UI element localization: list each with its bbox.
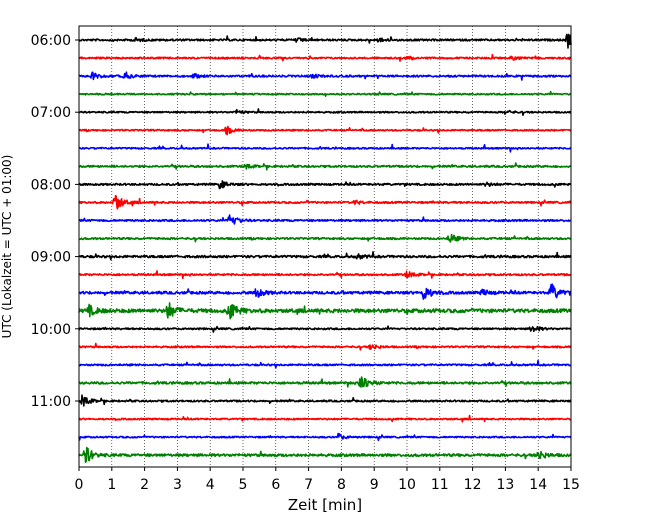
x-tick-label-15: 15 bbox=[562, 477, 580, 493]
trace-1000 bbox=[78, 325, 572, 333]
x-tick-label-10: 10 bbox=[398, 477, 416, 493]
trace-1030 bbox=[78, 359, 572, 369]
x-tick-label-14: 14 bbox=[529, 477, 547, 493]
trace-0645 bbox=[78, 90, 572, 98]
trace-0845 bbox=[78, 233, 572, 243]
trace-0945 bbox=[78, 302, 572, 320]
trace-lines bbox=[78, 33, 572, 464]
plot-frame bbox=[78, 25, 572, 468]
x-tick-label-5: 5 bbox=[239, 477, 248, 493]
trace-1115 bbox=[78, 414, 572, 423]
x-tick-label-11: 11 bbox=[431, 477, 449, 493]
y-tick-label-3: 09:00 bbox=[31, 250, 71, 266]
y-tick-label-0: 06:00 bbox=[31, 33, 71, 49]
trace-0615 bbox=[78, 53, 572, 62]
trace-0930 bbox=[78, 283, 572, 300]
x-tick-label-4: 4 bbox=[206, 477, 215, 493]
x-tick-label-13: 13 bbox=[496, 477, 514, 493]
trace-0830 bbox=[78, 214, 572, 225]
trace-1145 bbox=[78, 446, 572, 464]
y-tick-label-4: 10:00 bbox=[31, 322, 71, 338]
x-tick-label-3: 3 bbox=[173, 477, 182, 493]
y-tick-label-5: 11:00 bbox=[31, 394, 71, 410]
x-axis-ticks: 0 1 2 3 4 5 6 7 8 9 10 11 12 13 14 15 bbox=[75, 467, 580, 493]
trace-1045 bbox=[78, 376, 572, 388]
trace-1100 bbox=[78, 394, 572, 407]
y-tick-label-1: 07:00 bbox=[31, 105, 71, 121]
x-tick-label-12: 12 bbox=[464, 477, 482, 493]
x-tick-label-2: 2 bbox=[140, 477, 149, 493]
trace-0900 bbox=[78, 251, 572, 261]
trace-0800 bbox=[78, 180, 572, 190]
x-tick-label-9: 9 bbox=[370, 477, 379, 493]
y-axis-label: UTC (Lokalzeit = UTC + 01:00) bbox=[0, 155, 14, 339]
trace-0745 bbox=[78, 162, 572, 171]
x-tick-label-0: 0 bbox=[75, 477, 84, 493]
x-tick-label-8: 8 bbox=[337, 477, 346, 493]
trace-0915 bbox=[78, 270, 572, 280]
x-tick-label-7: 7 bbox=[304, 477, 313, 493]
x-tick-label-1: 1 bbox=[107, 477, 116, 493]
trace-0630 bbox=[78, 71, 572, 81]
trace-0815 bbox=[78, 194, 572, 210]
y-axis-ticks: 06:00 07:00 08:00 09:00 10:00 11:00 bbox=[31, 33, 79, 410]
y-tick-label-2: 08:00 bbox=[31, 177, 71, 193]
trace-0700 bbox=[78, 108, 572, 117]
trace-1130 bbox=[78, 432, 572, 442]
trace-0600 bbox=[78, 33, 572, 49]
trace-1015 bbox=[78, 342, 572, 351]
x-axis-label: Zeit [min] bbox=[288, 496, 362, 514]
trace-0715 bbox=[78, 125, 572, 136]
trace-0730 bbox=[78, 143, 572, 153]
x-tick-label-6: 6 bbox=[271, 477, 280, 493]
